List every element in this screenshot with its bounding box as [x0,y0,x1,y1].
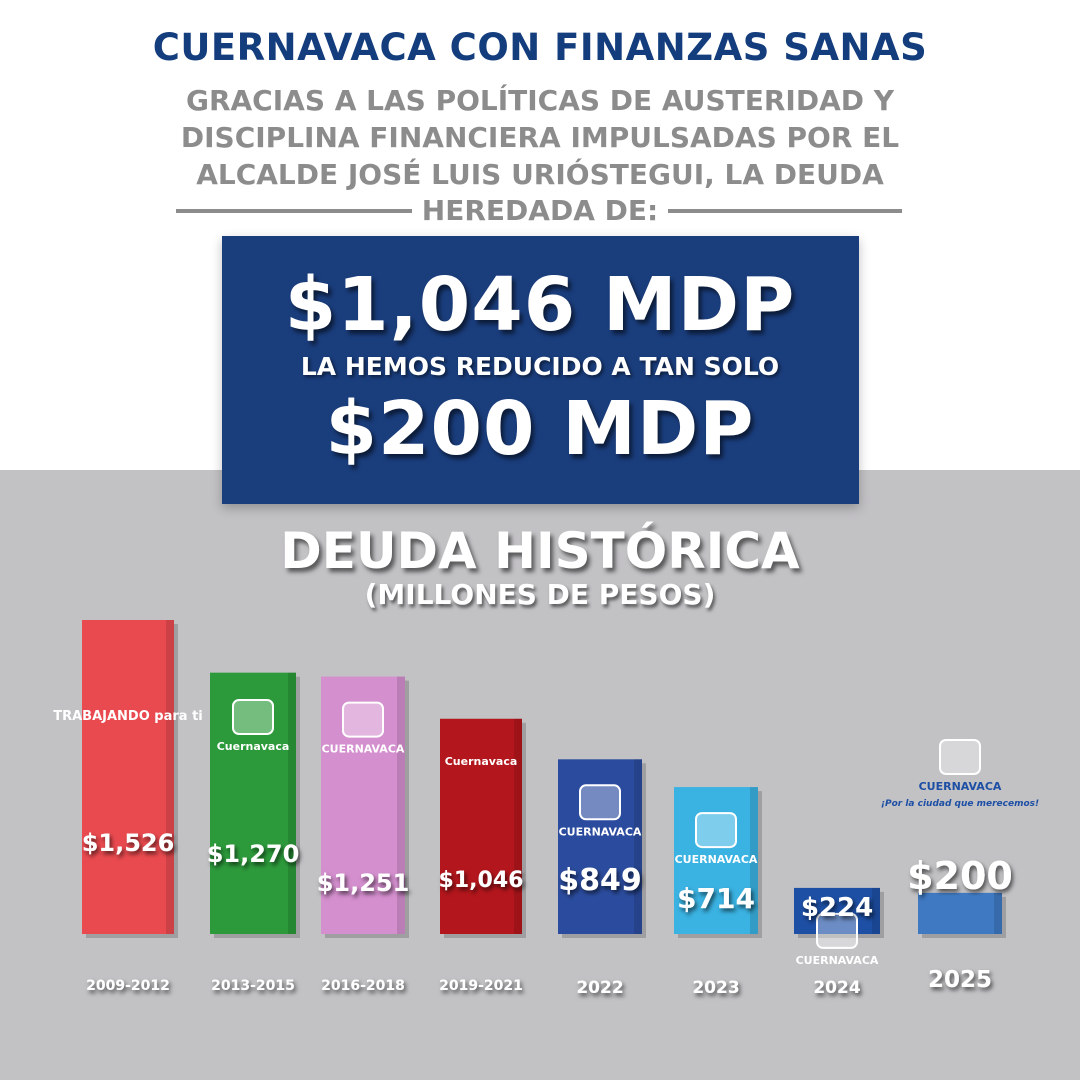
bar-value-label: $200 [907,854,1013,898]
logo-text: TRABAJANDO para ti [53,709,203,724]
logo-text: CUERNAVACA [796,954,879,967]
bar-2016-2018 [321,676,405,934]
year-label: 2013-2015 [211,978,295,994]
page-title: CUERNAVACA CON FINANZAS SANAS [152,26,928,69]
subtitle-line-2: DISCIPLINA FINANCIERA IMPULSADAS POR EL [180,121,900,154]
chart-background [0,470,1080,1080]
bar-2025 [918,892,1002,934]
logo-text: Cuernavaca [445,755,518,768]
bar-value-label: $1,251 [317,869,410,897]
year-label: 2023 [692,978,739,998]
subtitle-line-1: GRACIAS A LAS POLÍTICAS DE AUSTERIDAD Y [185,84,895,117]
subtitle-line-4: HEREDADA DE: [421,194,659,227]
bar-value-label: $224 [801,893,873,923]
bar-2009-2012 [82,620,174,934]
bar-group-2009-2012: TRABAJANDO para ti $1,526 2009-2012 [53,620,203,994]
year-label: 2025 [928,967,992,993]
municipal-logo-icon [695,812,737,849]
subtitle-line-3: ALCALDE JOSÉ LUIS URIÓSTEGUI, LA DEUDA [196,158,884,191]
bar-side [288,672,296,934]
bar-2024 [794,887,880,934]
bar-group-2019-2021: Cuernavaca $1,046 2019-2021 [439,718,526,994]
bar-side [872,887,880,934]
bar-2023 [674,787,758,934]
bar-value-label: $1,526 [82,829,175,857]
year-label: 2019-2021 [439,978,523,994]
logo-text: Cuernavaca [217,740,290,753]
bar-side [634,759,642,934]
bar-side [750,787,758,934]
subtitle-text: GRACIAS A LAS POLÍTICAS DE AUSTERIDAD Y … [140,82,940,193]
chart-subtitle: (MILLONES DE PESOS) [364,578,716,611]
bar-value-label: $849 [558,863,642,898]
bar-side [514,718,522,934]
municipal-logo-icon [579,784,621,821]
bar-2013-2015 [210,672,296,934]
logo-text: CUERNAVACA [919,780,1002,793]
reduced-text: LA HEMOS REDUCIDO A TAN SOLO [300,352,780,381]
bar-value-label: $1,270 [207,840,300,868]
municipal-logo-icon [232,699,274,735]
divider-left [176,209,412,213]
debt-highlight-box [222,236,859,504]
municipal-logo-icon [939,739,981,775]
divider-right [668,209,902,213]
year-label: 2024 [813,978,860,998]
logo-text: CUERNAVACA [675,853,758,866]
bar-group-2024: CUERNAVACA $224 2024 [794,887,884,998]
bar-value-label: $714 [677,882,755,915]
inherited-debt-amount: $1,046 MDP [284,262,796,348]
logo-text: CUERNAVACA [322,743,405,756]
bar-group-2016-2018: CUERNAVACA $1,251 2016-2018 [317,676,410,994]
year-label: 2009-2012 [86,978,170,994]
bar-2022 [558,759,642,934]
year-label: 2022 [576,978,623,998]
bar-side [994,892,1002,934]
year-label: 2016-2018 [321,978,405,994]
bar-side [166,620,174,934]
chart-title: DEUDA HISTÓRICA [280,522,800,580]
bar-value-label: $1,046 [439,868,524,893]
bar-2019-2021 [440,718,522,934]
current-debt-amount: $200 MDP [325,386,755,472]
bar-group-2023: CUERNAVACA $714 2023 [674,787,762,998]
logo-slogan: ¡Por la ciudad que merecemos! [881,799,1039,809]
bar-group-2025: CUERNAVACA ¡Por la ciudad que merecemos! $… [881,739,1039,993]
bar-group-2022: CUERNAVACA $849 2022 [558,759,646,998]
municipal-logo-icon [816,912,858,949]
municipal-logo-icon [342,701,384,738]
logo-text: CUERNAVACA [559,825,642,838]
bar-group-2013-2015: Cuernavaca $1,270 2013-2015 [207,672,300,994]
bar-side [397,676,405,934]
